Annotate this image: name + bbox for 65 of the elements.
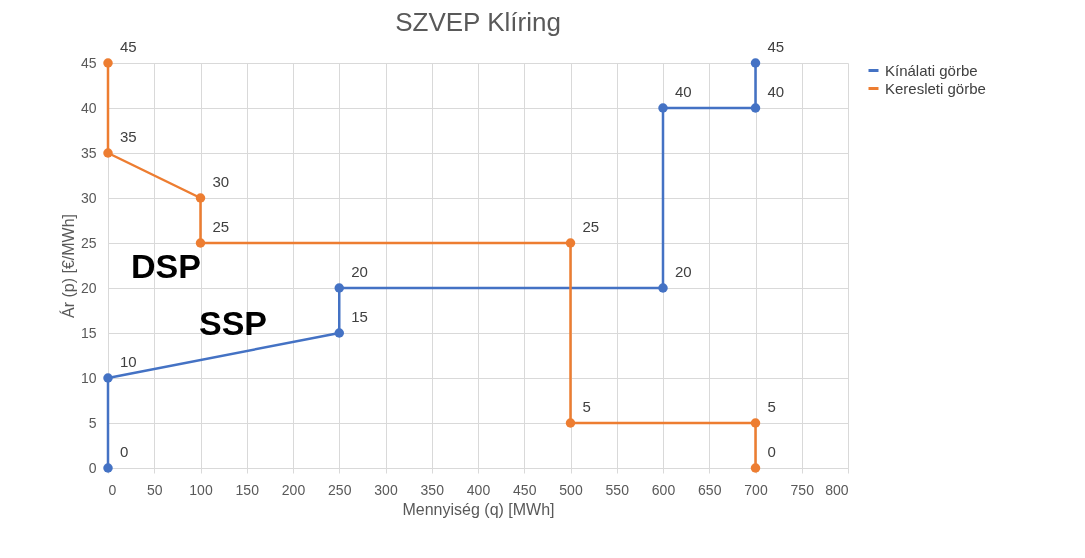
x-tick-label: 700 — [744, 481, 768, 498]
data-label: 40 — [675, 83, 692, 100]
point — [750, 463, 761, 473]
point — [750, 103, 761, 113]
data-label: 45 — [120, 38, 137, 55]
y-tick-label: 20 — [80, 279, 97, 296]
x-tick-label: 600 — [651, 481, 676, 498]
x-tick-label: 0 — [108, 481, 117, 498]
y-tick-label: 10 — [80, 369, 97, 386]
data-label: 25 — [582, 218, 600, 235]
point — [334, 283, 344, 293]
point — [750, 418, 761, 428]
legend-label: Keresleti görbe — [885, 79, 986, 97]
y-tick-label: 40 — [80, 99, 97, 116]
y-tick-label: 25 — [80, 234, 97, 251]
y-tick-label: 30 — [80, 189, 97, 206]
x-tick-label: 400 — [466, 481, 491, 498]
data-label: 20 — [675, 263, 692, 280]
point — [103, 148, 113, 158]
x-tick-label: 500 — [559, 481, 583, 498]
data-label: 5 — [582, 398, 591, 415]
y-tick-label: 45 — [80, 54, 97, 71]
x-tick-label: 750 — [790, 481, 815, 498]
chart-title: SZVEP Klíring — [395, 7, 561, 37]
data-label: 45 — [767, 38, 785, 55]
point — [658, 103, 668, 113]
annotation: SSP — [198, 304, 268, 342]
x-tick-label: 200 — [281, 481, 306, 498]
data-label: 15 — [351, 308, 368, 325]
point — [195, 193, 206, 203]
x-tick-label: 100 — [189, 481, 213, 498]
annotation: DSP — [131, 247, 201, 285]
x-axis-title: Mennyiség (q) [MWh] — [402, 500, 555, 518]
data-label: 0 — [767, 443, 776, 460]
point — [750, 58, 761, 68]
x-tick-label: 800 — [825, 481, 849, 498]
data-label: 40 — [767, 83, 785, 100]
y-axis-title: Ár (p) [€/MWh] — [58, 213, 77, 319]
x-tick-label: 150 — [235, 481, 260, 498]
x-tick-label: 450 — [513, 481, 537, 498]
x-tick-label: 650 — [698, 481, 722, 498]
data-label: 0 — [120, 443, 129, 460]
point — [658, 283, 668, 293]
x-tick-label: 550 — [605, 481, 630, 498]
x-tick-label: 350 — [420, 481, 445, 498]
x-tick-label: 50 — [146, 481, 163, 498]
y-tick-label: 0 — [88, 459, 97, 476]
y-tick-label: 15 — [80, 324, 97, 341]
y-tick-label: 5 — [88, 414, 97, 431]
point — [565, 238, 576, 248]
point — [334, 328, 344, 338]
point — [195, 238, 206, 248]
legend-label: Kínálati görbe — [885, 61, 978, 79]
data-label: 5 — [767, 398, 776, 415]
x-tick-label: 250 — [328, 481, 352, 498]
data-label: 35 — [120, 128, 137, 145]
data-label: 10 — [120, 353, 137, 370]
y-tick-label: 35 — [80, 144, 97, 161]
data-label: 30 — [212, 173, 230, 190]
data-label: 25 — [212, 218, 230, 235]
point — [103, 373, 113, 383]
x-tick-label: 300 — [374, 481, 398, 498]
data-label: 20 — [351, 263, 368, 280]
point — [103, 58, 113, 68]
point — [565, 418, 576, 428]
